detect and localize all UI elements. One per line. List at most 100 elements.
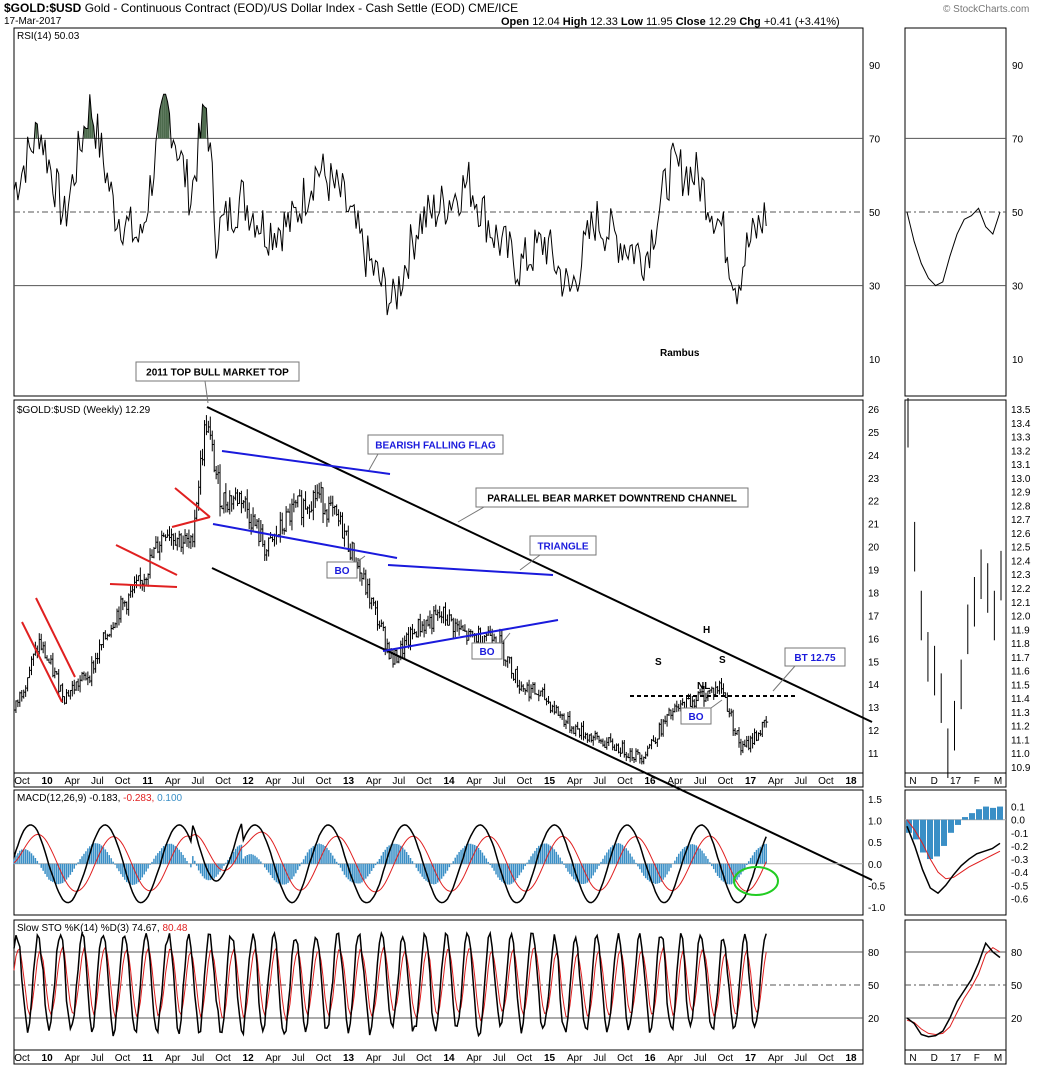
x-tick: Oct [215,776,231,787]
x-tick: Jul [191,776,204,787]
x-tick-bottom: Oct [215,1053,231,1064]
rsi-y-tick: 30 [869,282,881,293]
daily-macd-bar [941,820,947,846]
daily-rsi-y-tick: 10 [1012,355,1024,366]
x-tick-bottom: Oct [718,1053,734,1064]
x-tick: 15 [544,776,556,787]
daily-macd-bar [934,820,940,857]
daily-price-y-tick: 12.6 [1011,529,1031,540]
x-tick-bottom: 17 [745,1053,757,1064]
daily-price-y-tick: 11.7 [1011,653,1030,664]
x-tick-bottom: Jul [292,1053,305,1064]
daily-price-y-tick: 12.5 [1011,543,1031,554]
x-tick: 11 [142,776,153,787]
x-tick: Jul [794,776,807,787]
price-y-tick: 25 [868,428,880,439]
price-y-tick: 16 [868,634,880,645]
macd-panel [14,790,863,915]
annotation-bo-2: BO [480,647,495,658]
price-y-tick: 24 [868,451,880,462]
daily-macd-bar [969,813,975,820]
annotation-s-left: S [655,657,662,668]
x-tick: Jul [392,776,405,787]
price-y-tick: 13 [868,703,880,714]
daily-x-tick-bottom: F [974,1053,980,1064]
daily-price-y-tick: 13.0 [1011,474,1031,485]
macd-y-tick: 0.5 [868,838,882,849]
rsi-overbought-fill [203,104,205,138]
annotation-nl: NL [697,681,710,692]
annotation-triangle: TRIANGLE [537,542,588,553]
x-tick-bottom: Apr [567,1053,583,1064]
x-tick-bottom: Oct [818,1053,834,1064]
rsi-y-tick: 90 [869,61,881,72]
annotation-h: H [703,625,710,636]
daily-x-tick-bottom: M [994,1053,1002,1064]
x-tick: Oct [416,776,432,787]
daily-price-y-tick: 13.4 [1011,419,1031,430]
x-tick-bottom: Apr [165,1053,181,1064]
x-tick: Jul [694,776,707,787]
x-tick: Jul [493,776,506,787]
x-tick: Apr [667,776,683,787]
x-tick-bottom: Oct [14,1053,30,1064]
x-tick: Apr [366,776,382,787]
x-tick: Apr [165,776,181,787]
annotation-top: 2011 TOP BULL MARKET TOP [146,368,289,379]
daily-rsi-y-tick: 50 [1012,208,1024,219]
daily-price-y-tick: 11.8 [1011,639,1030,650]
rambus-annotation: Rambus [660,348,700,359]
daily-sto-y-tick: 20 [1011,1014,1023,1025]
annotation-bt: BT 12.75 [794,653,836,664]
daily-macd-y-tick: -0.4 [1011,868,1029,879]
x-tick-bottom: Oct [416,1053,432,1064]
x-tick-bottom: 12 [243,1053,255,1064]
price-y-tick: 19 [868,566,880,577]
daily-price-y-tick: 11.9 [1011,625,1030,636]
price-label: $GOLD:$USD (Weekly) 12.29 [17,405,151,416]
daily-price-y-tick: 11.4 [1011,694,1030,705]
x-tick-bottom: Oct [115,1053,131,1064]
daily-rsi-y-tick: 70 [1012,134,1024,145]
price-y-tick: 14 [868,680,880,691]
macd-y-tick: 1.5 [868,795,882,806]
x-tick: Oct [14,776,30,787]
sto-y-tick: 80 [868,948,880,959]
daily-price-y-tick: 11.0 [1011,749,1030,760]
x-tick-bottom: 18 [845,1053,857,1064]
daily-x-tick: 17 [950,776,962,787]
x-tick: 16 [644,776,656,787]
macd-y-tick: -1.0 [868,903,886,914]
x-tick: 17 [745,776,757,787]
daily-price-y-tick: 12.9 [1011,488,1031,499]
daily-macd-y-tick: -0.2 [1011,842,1029,853]
macd-y-tick: 0.0 [868,860,882,871]
price-y-tick: 20 [868,543,880,554]
annotation-bo-1: BO [335,566,350,577]
x-tick-bottom: Apr [366,1053,382,1064]
daily-price-y-tick: 12.7 [1011,515,1031,526]
x-tick: Oct [718,776,734,787]
daily-macd-y-tick: -0.6 [1011,894,1029,905]
macd-label: MACD(12,26,9) -0.183, -0.283, 0.100 [17,793,183,804]
rsi-label: RSI(14) 50.03 [17,31,80,42]
x-tick-bottom: 10 [42,1053,54,1064]
daily-price-y-tick: 11.1 [1011,735,1030,746]
daily-x-tick: M [994,776,1002,787]
daily-macd-bar [983,807,989,820]
daily-price-y-tick: 12.4 [1011,556,1031,567]
x-tick: 12 [243,776,255,787]
daily-rsi-y-tick: 30 [1012,282,1024,293]
x-tick: Apr [64,776,80,787]
x-tick-bottom: Jul [794,1053,807,1064]
x-tick-bottom: Apr [768,1053,784,1064]
daily-macd-y-tick: -0.5 [1011,881,1029,892]
daily-x-tick-bottom: N [909,1053,916,1064]
x-tick-bottom: Apr [64,1053,80,1064]
x-tick-bottom: Jul [493,1053,506,1064]
daily-price-y-tick: 11.6 [1011,667,1030,678]
x-tick-bottom: Apr [265,1053,281,1064]
x-tick-bottom: Jul [91,1053,104,1064]
x-tick-bottom: Apr [667,1053,683,1064]
x-tick: Jul [91,776,104,787]
